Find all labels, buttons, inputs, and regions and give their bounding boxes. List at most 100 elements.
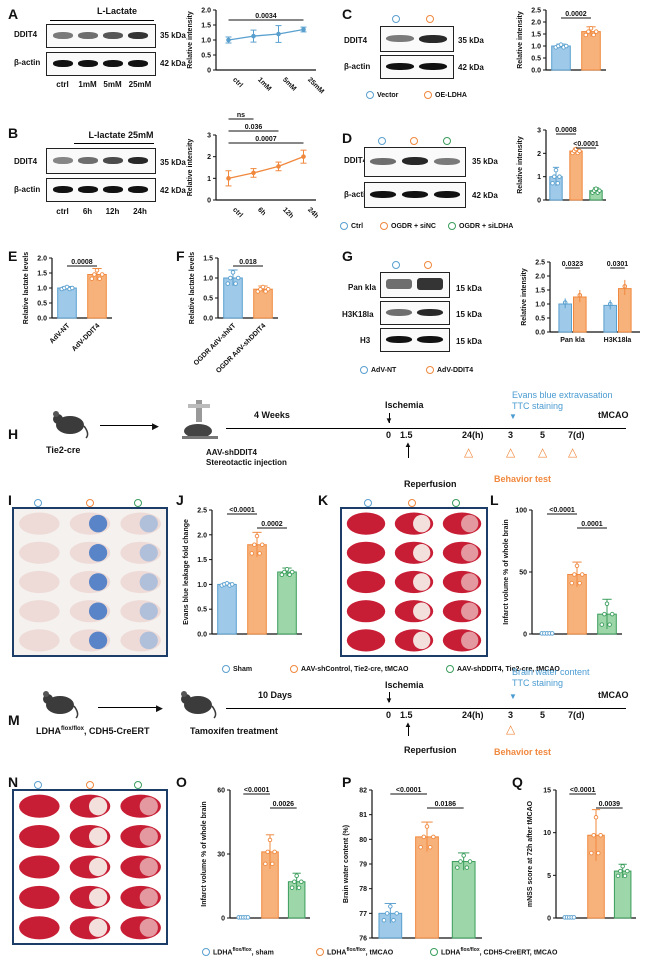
bar xyxy=(217,583,237,635)
x-tick-label: AdV-DDIT4 xyxy=(71,322,102,353)
x-tick-label: ctrl xyxy=(231,206,244,219)
y-axis-label: Relative intensity xyxy=(187,11,194,69)
lane-label: 1mM xyxy=(78,80,97,89)
lane-label: 24h xyxy=(133,207,147,216)
brain-slice xyxy=(69,629,111,652)
brain-slice xyxy=(69,794,111,818)
data-point xyxy=(92,272,97,277)
y-tick-label: 15 xyxy=(543,788,551,795)
row-label: Pan kla xyxy=(348,283,377,292)
lane-label: ctrl xyxy=(56,80,69,89)
y-axis-label: Brain water content (%) xyxy=(343,825,350,903)
group-circle-blue xyxy=(392,10,403,28)
p-value-label: <0.0001 xyxy=(570,787,596,794)
western-blot-actin xyxy=(364,182,466,208)
kda-label: 42 kDa xyxy=(458,63,484,72)
y-axis-label: Relative intensity xyxy=(187,139,194,197)
y-tick-label: 2.0 xyxy=(535,274,545,281)
p-value-label: 0.0039 xyxy=(599,801,621,808)
mouse-label: Tie2-cre xyxy=(46,445,81,455)
y-tick-label: 0 xyxy=(547,916,551,923)
data-point xyxy=(604,601,610,606)
western-blot-actin xyxy=(46,52,156,76)
data-point xyxy=(260,284,266,290)
timeline-axis xyxy=(226,708,626,709)
data-point xyxy=(583,32,589,38)
ttc-brain-image xyxy=(12,789,168,945)
data-point xyxy=(272,849,277,855)
brain-slice xyxy=(69,541,111,564)
group-circle-blue xyxy=(34,776,45,794)
data-point xyxy=(282,569,287,575)
data-point xyxy=(270,861,275,867)
data-point xyxy=(593,815,599,820)
timeline-axis xyxy=(226,428,626,429)
brain-slice xyxy=(394,541,434,564)
kda-label: 35 kDa xyxy=(160,31,186,40)
p-value-label: <0.0001 xyxy=(573,141,599,148)
p-value-label: 0.018 xyxy=(239,259,257,266)
end-label: tMCAO xyxy=(598,410,629,420)
panel-label-q: Q xyxy=(512,774,523,790)
y-tick-label: 77 xyxy=(359,911,367,918)
panel-label-d: D xyxy=(342,130,353,146)
tick-label: 5 xyxy=(540,430,546,440)
down-arrow-icon: ▼ xyxy=(509,692,517,701)
brain-slice xyxy=(346,629,386,652)
y-tick-label: 0.0 xyxy=(203,316,213,323)
y-tick-label: 1.0 xyxy=(201,38,211,45)
data-point xyxy=(577,292,583,298)
western-blot-ddit4 xyxy=(364,147,466,177)
data-point xyxy=(622,284,628,289)
brain-slice xyxy=(19,541,60,564)
bar xyxy=(581,31,601,71)
data-point xyxy=(557,174,562,179)
brain-slice xyxy=(69,916,111,940)
y-tick-label: 79 xyxy=(359,862,367,869)
y-tick-label: 81 xyxy=(359,812,367,819)
p-value-label: ns xyxy=(237,112,245,119)
data-point xyxy=(384,911,390,916)
brain-slice xyxy=(69,600,111,623)
western-blot-ddit4 xyxy=(46,24,156,48)
ttc-label: TTC staining xyxy=(512,401,564,411)
y-axis-label: Infarct volume % of whole brain xyxy=(503,519,510,624)
row-label: DDIT4 xyxy=(344,36,368,45)
y-tick-label: 1 xyxy=(207,176,211,183)
data-point xyxy=(276,164,281,169)
brain-slice xyxy=(120,825,161,849)
panel-label-e: E xyxy=(8,248,18,264)
y-tick-label: 2.0 xyxy=(37,256,47,263)
data-point xyxy=(427,844,433,850)
group-circle-orange xyxy=(426,10,437,28)
data-point xyxy=(591,832,596,838)
brain-slice xyxy=(394,629,434,652)
injection-label: Stereotactic injection xyxy=(206,458,287,467)
x-tick-label: 1mM xyxy=(256,76,272,92)
p-value-label: <0.0001 xyxy=(549,507,575,514)
brain-slice xyxy=(346,541,386,564)
tick-label: 7(d) xyxy=(568,710,585,720)
data-point xyxy=(245,915,251,920)
bar xyxy=(277,571,297,635)
data-point xyxy=(607,622,612,627)
data-point xyxy=(299,879,304,884)
group-circle-orange xyxy=(408,494,419,512)
bar xyxy=(618,288,632,333)
lane-label: ctrl xyxy=(56,207,69,216)
brain-slice xyxy=(120,855,161,879)
brain-slice xyxy=(442,570,482,594)
brain-slice xyxy=(346,600,386,623)
p-value-label: 0.0301 xyxy=(607,261,629,268)
lane-label: 6h xyxy=(82,207,93,216)
data-point xyxy=(279,572,285,578)
p-value-label: 0.0034 xyxy=(255,13,277,20)
tick-label: 3 xyxy=(508,710,514,720)
brain-slice xyxy=(120,885,161,909)
data-point xyxy=(599,622,605,627)
kda-label: 42 kDa xyxy=(472,191,498,200)
kda-label: 42 kDa xyxy=(160,186,186,195)
kda-label: 15 kDa xyxy=(456,284,482,293)
duration-label: 10 Days xyxy=(258,690,293,700)
data-point xyxy=(588,25,594,31)
